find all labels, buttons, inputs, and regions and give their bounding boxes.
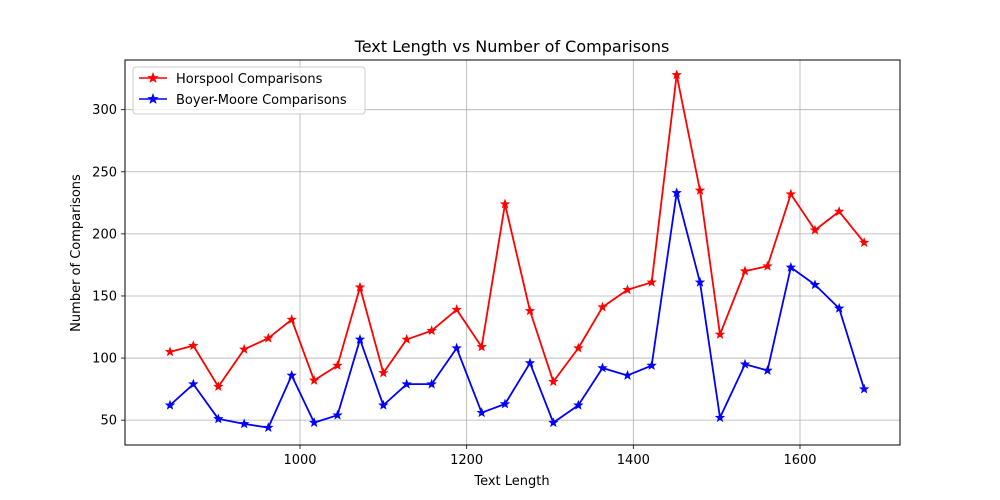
data-point-horspool — [597, 301, 608, 312]
data-point-horspool — [694, 184, 706, 195]
data-point-horspool — [499, 198, 511, 209]
data-point-horspool — [548, 376, 559, 387]
data-point-boyer-moore — [332, 409, 343, 420]
data-point-boyer-moore — [499, 398, 511, 409]
y-tick-label: 250 — [92, 165, 117, 180]
data-point-boyer-moore — [451, 342, 462, 353]
data-point-boyer-moore — [401, 378, 412, 389]
data-point-horspool — [573, 342, 584, 353]
data-point-horspool — [476, 341, 487, 352]
data-point-horspool — [332, 360, 343, 370]
data-point-boyer-moore — [646, 360, 657, 370]
data-point-horspool — [524, 305, 536, 316]
data-point-boyer-moore — [694, 276, 706, 287]
series-line-boyer-moore — [169, 191, 866, 429]
data-point-horspool — [785, 188, 797, 199]
legend-box — [132, 66, 366, 115]
data-point-horspool — [378, 367, 389, 378]
data-point-horspool — [238, 343, 250, 354]
data-point-boyer-moore — [597, 362, 608, 373]
legend-marker-boyer-moore — [147, 92, 159, 104]
data-point-horspool — [671, 69, 682, 80]
data-point-horspool — [164, 346, 176, 357]
x-tick-label: 1000 — [283, 453, 316, 468]
y-tick-label: 150 — [92, 289, 117, 304]
data-point-horspool — [263, 332, 274, 343]
x-tick-label: 1600 — [783, 453, 816, 468]
data-point-horspool — [833, 206, 845, 216]
data-point-boyer-moore — [378, 399, 389, 410]
data-point-horspool — [354, 281, 366, 292]
grid — [125, 60, 900, 445]
y-tick-label: 50 — [100, 414, 117, 429]
y-axis-title: Number of Comparisons — [69, 174, 84, 332]
y-tick-label: 300 — [92, 103, 117, 118]
data-point-boyer-moore — [188, 378, 199, 389]
x-tick-label: 1200 — [450, 453, 483, 468]
data-point-horspool — [622, 284, 633, 295]
y-tick-label: 200 — [92, 227, 117, 242]
chart-title: Text Length vs Number of Comparisons — [354, 37, 670, 56]
data-point-boyer-moore — [238, 418, 250, 429]
data-point-boyer-moore — [426, 378, 437, 389]
data-point-boyer-moore — [213, 413, 224, 424]
data-point-horspool — [714, 329, 726, 339]
data-point-boyer-moore — [833, 302, 845, 313]
legend: Horspool Comparisons Boyer-Moore Compari… — [132, 66, 366, 115]
data-point-horspool — [646, 276, 657, 287]
data-point-boyer-moore — [622, 369, 633, 380]
data-point-horspool — [213, 381, 224, 392]
data-point-horspool — [451, 304, 462, 315]
series-group — [164, 69, 870, 433]
data-point-horspool — [426, 325, 437, 336]
data-point-boyer-moore — [573, 399, 584, 410]
x-tick-label: 1400 — [617, 453, 650, 468]
x-axis-title: Text Length — [473, 474, 549, 489]
data-point-boyer-moore — [263, 422, 274, 433]
data-point-horspool — [762, 260, 773, 271]
data-point-boyer-moore — [671, 187, 682, 198]
data-point-horspool — [809, 224, 821, 235]
data-point-horspool — [858, 237, 870, 247]
x-axis: 1000 1200 1400 1600 — [283, 445, 817, 468]
data-point-boyer-moore — [524, 357, 536, 368]
data-point-boyer-moore — [809, 279, 821, 290]
legend-label-boyer-moore: Boyer-Moore Comparisons — [176, 93, 347, 108]
data-point-horspool — [286, 314, 297, 324]
data-point-boyer-moore — [354, 333, 366, 344]
y-axis: 50 100 150 200 250 300 — [92, 103, 125, 429]
data-point-boyer-moore — [548, 417, 559, 428]
data-point-boyer-moore — [164, 399, 176, 410]
data-point-boyer-moore — [739, 358, 751, 369]
data-point-boyer-moore — [858, 383, 870, 394]
data-point-horspool — [739, 265, 751, 276]
data-point-boyer-moore — [785, 261, 797, 272]
data-point-boyer-moore — [476, 407, 487, 418]
data-point-horspool — [401, 333, 412, 344]
data-point-boyer-moore — [286, 369, 297, 380]
data-point-horspool — [308, 374, 320, 385]
y-tick-label: 100 — [92, 352, 117, 367]
legend-marker-horspool — [147, 71, 159, 83]
data-point-boyer-moore — [308, 417, 320, 428]
data-point-boyer-moore — [714, 412, 726, 423]
data-point-boyer-moore — [762, 365, 773, 375]
data-point-horspool — [188, 340, 199, 351]
legend-label-horspool: Horspool Comparisons — [176, 72, 323, 87]
plot-frame — [124, 59, 901, 446]
